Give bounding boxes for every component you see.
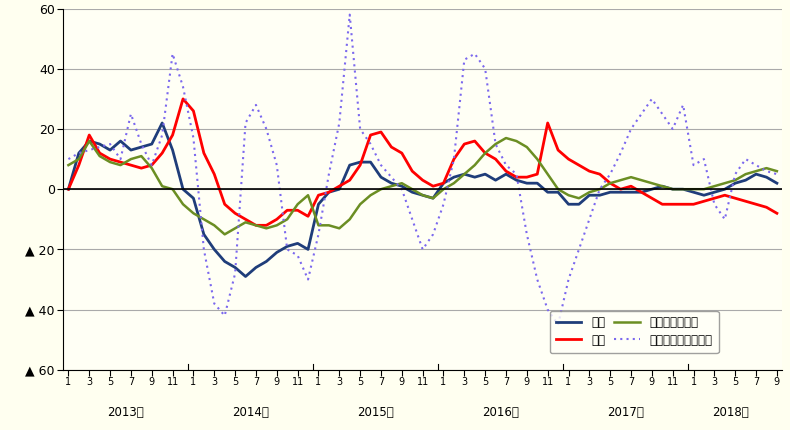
Text: 2016年: 2016年 [483,406,519,419]
Text: 2017年: 2017年 [608,406,645,419]
Text: 2015年: 2015年 [357,406,394,419]
Text: 2013年: 2013年 [107,406,144,419]
Text: 2018年: 2018年 [712,406,748,419]
Text: 2014年: 2014年 [232,406,269,419]
Legend: 持家, 貸家, 分譲（一戸建）, 分譲（マンション）: 持家, 貸家, 分譲（一戸建）, 分譲（マンション） [550,310,719,353]
